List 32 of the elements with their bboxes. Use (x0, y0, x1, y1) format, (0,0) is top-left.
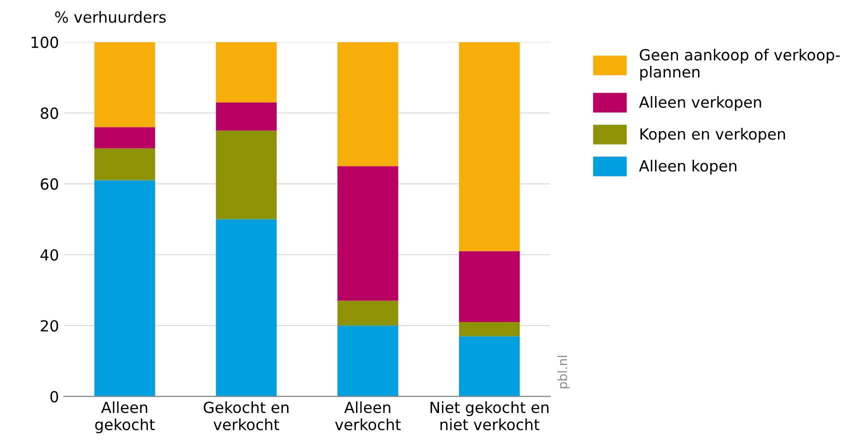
y-axis-title: % verhuurders (55, 11, 166, 23)
y-tick-label: 0 (50, 390, 58, 403)
x-tick-label: Alleen gekocht (95, 401, 155, 434)
y-tick-label: 80 (40, 107, 58, 119)
bar (216, 102, 277, 131)
bar (459, 336, 520, 396)
bar (337, 326, 398, 396)
bar (337, 300, 398, 326)
x-tick-label: Niet gekocht en niet verkocht (430, 401, 548, 430)
x-tick-label: Gekocht en verkocht (204, 401, 288, 430)
legend-label: Kopen en verkopen (640, 128, 785, 143)
bar (94, 42, 156, 128)
text: pbl.nl (557, 356, 570, 388)
bar (94, 148, 156, 180)
bar (459, 251, 520, 322)
x-tick-label: Alleen verkocht (335, 401, 401, 430)
bar (216, 130, 277, 220)
bar (337, 42, 398, 166)
bar (459, 42, 520, 252)
y-tick-label: 60 (40, 178, 58, 190)
bar (94, 127, 156, 148)
legend-label: Alleen verkopen (639, 96, 762, 111)
y-tick-label: 20 (40, 320, 58, 332)
bar (94, 180, 156, 396)
bar (216, 42, 277, 102)
legend-label: Alleen kopen (639, 160, 736, 175)
bar (459, 322, 520, 336)
legend-label: Geen aankoop of verkoop- plannen (640, 48, 840, 81)
bar (216, 219, 277, 396)
bar (337, 166, 398, 301)
y-tick-label: 40 (40, 249, 58, 261)
y-tick-label: 100 (32, 36, 58, 48)
